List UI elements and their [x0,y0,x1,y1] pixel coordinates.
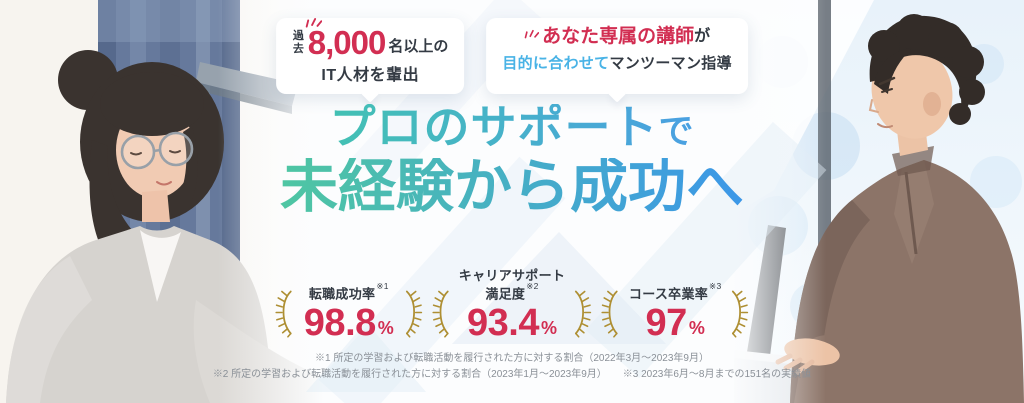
laurel-left-icon [274,285,295,340]
stat-label-text: 転職成功率 [308,286,376,302]
badge-instructor-line2: 目的に合わせてマンツーマン指導 [502,52,732,73]
headline-line2: 未経験から成功へ [0,158,1024,216]
stats-row: 転職成功率※1 98.8 % キャリアサポート満足度※2 93.4 % [274,268,750,345]
stat-note-ref: ※2 [526,280,539,291]
headline-line1-particle: で [658,112,695,151]
badge-number-wrap: 8,000 [308,26,386,59]
stat-note-ref: ※3 [709,280,722,291]
headline-line1: プロのサポートで [329,104,694,150]
badge-track-record-line2: IT人材を輩出 [321,67,420,84]
stat-unit: % [688,318,705,339]
badges-row: 過去 8,000 名以上の IT人材を輩出 あなた専属の講師 が 目的に合わせて… [276,18,748,94]
badge-instructor-rest: が [694,28,711,45]
footnote-text: ※1 所定の学習および転職活動を履行された方に対する割合（2022年3月〜202… [315,353,709,364]
badge-track-record-line1: 過去 8,000 名以上の [292,26,448,59]
laurel-right-icon [403,285,424,340]
stat-number: 97 [645,302,688,345]
emphasis-ticks-icon [305,16,322,28]
headline-line2-text: 未経験から成功へ [279,154,744,219]
stat-career-support-satisfaction: キャリアサポート満足度※2 93.4 % [431,268,593,345]
badge-instructor-line1: あなた専属の講師 が [502,26,732,49]
stat-body: 転職成功率※1 98.8 % [295,281,403,345]
laurel-right-icon [572,285,593,340]
footnote-text: ※3 2023年6月〜8月までの151名の実績値 [622,369,812,380]
headline-line1-text: プロのサポート [329,101,659,153]
badge-track-record: 過去 8,000 名以上の IT人材を輩出 [276,18,465,94]
footnote-line1: ※1 所定の学習および転職活動を履行された方に対する割合（2022年3月〜202… [0,351,1024,367]
badge-personal-instructor: あなた専属の講師 が 目的に合わせてマンツーマン指導 [486,18,748,94]
badge-prefix-label: 過去 [292,29,304,55]
stat-value: 93.4 % [467,302,557,345]
stat-unit: % [377,318,394,339]
stat-label-text: コース卒業率 [628,286,709,302]
footnotes: ※1 所定の学習および転職活動を履行された方に対する割合（2022年3月〜202… [0,351,1024,383]
stat-label: キャリアサポート満足度※2 [459,268,565,303]
stat-unit: % [540,318,557,339]
stat-job-change-success: 転職成功率※1 98.8 % [274,281,424,345]
badge-purpose-accent: 目的に合わせて [502,54,610,72]
stat-value: 97 % [645,302,705,345]
woman-figure [6,50,330,403]
stat-label-text: 満足度 [485,286,526,302]
laurel-left-icon [431,285,452,340]
headline: プロのサポートで 未経験から成功へ [0,104,1024,216]
badge-instructor-accent: あなた専属の講師 [542,26,695,47]
badge-number: 8,000 [307,24,387,61]
footnote-text: ※2 所定の学習および転職活動を履行された方に対する割合（2023年1月〜202… [212,369,607,380]
badge-purpose-rest: マンツーマン指導 [609,54,732,72]
stat-label: 転職成功率※1 [308,281,389,303]
stat-number: 98.8 [303,302,376,345]
emphasis-ticks-icon [524,28,539,39]
badge-number-suffix: 名以上の [388,38,449,55]
stat-note-ref: ※1 [376,280,389,291]
stat-body: コース卒業率※3 97 % [621,281,729,345]
laurel-right-icon [729,285,750,340]
stat-value: 98.8 % [303,302,394,345]
stat-body: キャリアサポート満足度※2 93.4 % [452,268,572,345]
stat-course-graduation: コース卒業率※3 97 % [600,281,750,345]
laurel-left-icon [600,285,621,340]
stat-label-text: キャリアサポート [458,268,566,283]
stat-label: コース卒業率※3 [628,281,722,303]
stat-number: 93.4 [467,302,539,345]
footnote-line2: ※2 所定の学習および転職活動を履行された方に対する割合（2023年1月〜202… [0,367,1024,383]
